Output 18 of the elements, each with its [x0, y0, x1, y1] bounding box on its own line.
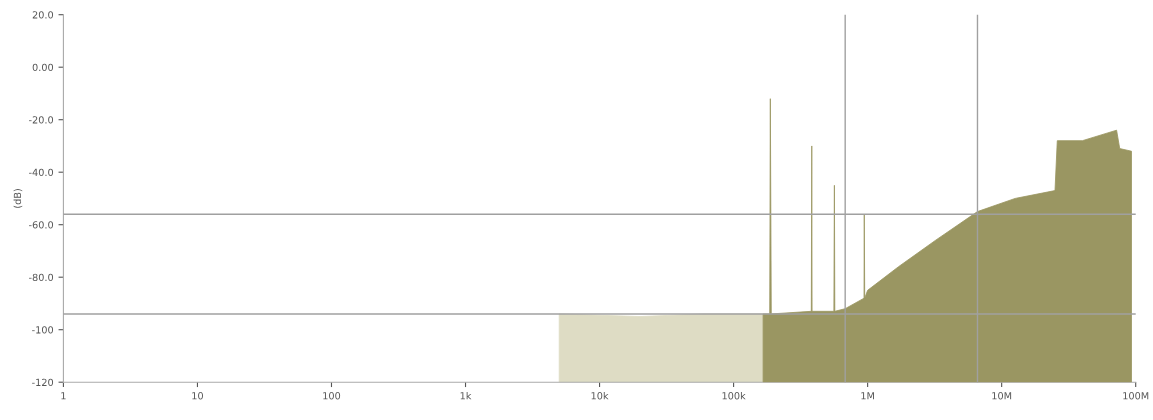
- y-tick-label: -20.0: [29, 116, 54, 124]
- y-tick-label: 0.00: [32, 63, 54, 72]
- y-tick-label: -80.0: [29, 273, 54, 282]
- y-tick-label: -100: [32, 326, 54, 334]
- x-tick-label: 100M: [1123, 392, 1149, 400]
- y-tick-label: -120: [32, 378, 54, 387]
- y-tick-label: -40.0: [29, 168, 54, 177]
- y-tick-label: -60.0: [29, 221, 54, 229]
- x-tick-label: 10M: [992, 392, 1012, 400]
- x-tick-label: 10k: [591, 391, 609, 400]
- x-tick-label: 1k: [460, 391, 472, 400]
- x-tick-label: 100k: [722, 391, 746, 400]
- x-tick-label: 100: [323, 392, 341, 400]
- y-axis-title: (dB): [13, 189, 23, 208]
- x-tick-label: 1M: [861, 392, 874, 400]
- y-tick-label: 20.0: [32, 11, 54, 19]
- x-tick-label: 1: [61, 392, 66, 400]
- x-tick-label: 10: [192, 392, 203, 400]
